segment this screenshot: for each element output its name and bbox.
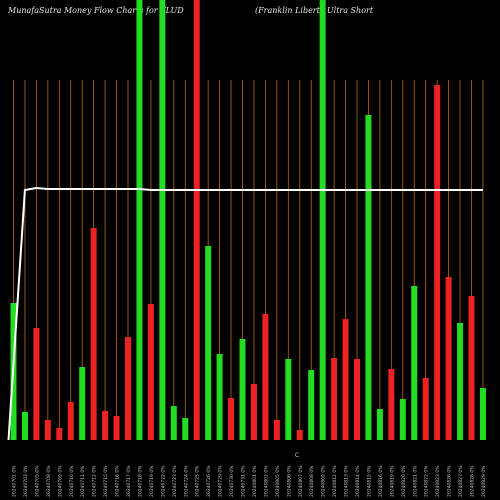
x-tick-label: 20240827 0%	[458, 465, 464, 497]
x-tick-label: 20240823 0%	[435, 465, 441, 497]
bar-19	[228, 398, 235, 440]
x-tick-label: 20240718 0%	[137, 465, 143, 497]
x-tick-label: 20240812 0%	[332, 465, 338, 497]
bar-29	[342, 319, 349, 440]
x-tick-label: 20240829 0%	[481, 465, 487, 497]
x-tick-label: 20240730 0%	[229, 465, 235, 497]
x-tick-label: 20240808 0%	[309, 465, 315, 497]
x-tick-label: 20240813 0%	[344, 465, 350, 497]
x-tick-label: 20240805 0%	[275, 465, 281, 497]
x-tick-label: 20240719 0%	[149, 465, 155, 497]
bar-8	[102, 411, 109, 440]
bar-39	[457, 323, 464, 440]
bar-34	[399, 399, 406, 440]
bar-37	[434, 85, 441, 440]
x-tick-label: 20240711 0%	[80, 465, 86, 497]
bar-17	[205, 246, 212, 440]
bar-31	[365, 115, 372, 440]
x-tick-label: 20240705 0%	[34, 465, 40, 497]
bar-12	[147, 304, 154, 440]
bar-40	[468, 296, 475, 440]
x-tick-label: 20240815 0%	[366, 465, 372, 497]
bar-10	[125, 337, 131, 440]
bar-1	[21, 412, 28, 440]
x-tick-label: 20240731 0%	[241, 465, 247, 497]
x-tick-label: 20240725 0%	[195, 465, 201, 497]
x-tick-label: 20240716 0%	[115, 465, 121, 497]
bar-24	[285, 359, 292, 440]
x-tick-label: 20240801 0%	[252, 465, 258, 497]
x-tick-label: 20240802 0%	[263, 465, 269, 497]
x-tick-label: 20240820 0%	[401, 465, 407, 497]
x-tick-label: 20240826 0%	[447, 465, 453, 497]
bar-41	[479, 388, 486, 440]
x-tick-label: 20240828 0%	[470, 465, 476, 497]
bar-5	[67, 402, 74, 440]
bar-28	[331, 358, 338, 440]
x-tick-label: 20240724 0%	[183, 465, 189, 497]
x-tick-label: 20240710 0%	[69, 465, 75, 497]
bar-20	[239, 339, 246, 440]
x-tick-label: 20240809 0%	[321, 465, 327, 497]
bar-6	[79, 367, 86, 440]
chart-title-right: (Franklin Liberty Ultra Short	[255, 6, 374, 15]
x-tick-label: 20240819 0%	[389, 465, 395, 497]
line-series	[7, 186, 483, 441]
x-tick-label: 20240806 0%	[286, 465, 292, 497]
bar-21	[250, 384, 257, 440]
bar-11	[136, 0, 143, 440]
x-tick-label: 20240726 0%	[206, 465, 212, 497]
x-tick-label: 20240709 0%	[57, 465, 63, 497]
bar-26	[308, 370, 315, 440]
chart-title-left: MunafaSutra Money Flow Charts for FLUD	[8, 6, 184, 15]
x-tick-label: 20240822 0%	[424, 465, 430, 497]
bar-14	[170, 406, 177, 440]
x-tick-label: 20240703 0%	[23, 465, 29, 497]
bar-22	[262, 314, 269, 440]
bar-16	[193, 0, 200, 440]
x-tick-label: 20240708 0%	[46, 465, 52, 497]
bar-9	[113, 416, 120, 440]
bar-7	[90, 228, 97, 440]
bar-25	[296, 430, 303, 440]
bar-27	[319, 0, 326, 440]
x-tick-label: 20240723 0%	[172, 465, 178, 497]
x-tick-label: 20240715 0%	[103, 465, 109, 497]
bar-23	[273, 420, 280, 440]
x-tick-label: 20240816 0%	[378, 465, 384, 497]
x-tick-label: 20240729 0%	[218, 465, 224, 497]
bar-2	[33, 328, 40, 440]
x-tick-label: 20240717 0%	[126, 465, 132, 497]
bar-30	[354, 359, 360, 440]
bar-18	[216, 354, 223, 440]
bar-33	[388, 369, 395, 440]
x-tick-label: 20240722 0%	[160, 465, 166, 497]
x-tick-label: 20240821 0%	[412, 465, 418, 497]
bar-4	[56, 428, 63, 440]
bar-36	[422, 378, 429, 440]
bar-32	[376, 409, 383, 440]
x-tick-label: 20240712 0%	[92, 465, 98, 497]
bar-38	[445, 277, 452, 440]
bar-3	[44, 420, 51, 440]
bar-35	[411, 286, 418, 440]
x-tick-label: 20240814 0%	[355, 465, 361, 497]
bar-13	[159, 0, 166, 440]
bar-15	[182, 418, 189, 440]
x-tick-label: 20240807 0%	[298, 465, 304, 497]
x-tick-label: 20240702 0%	[12, 465, 18, 497]
bottom-marker: C	[295, 452, 299, 459]
